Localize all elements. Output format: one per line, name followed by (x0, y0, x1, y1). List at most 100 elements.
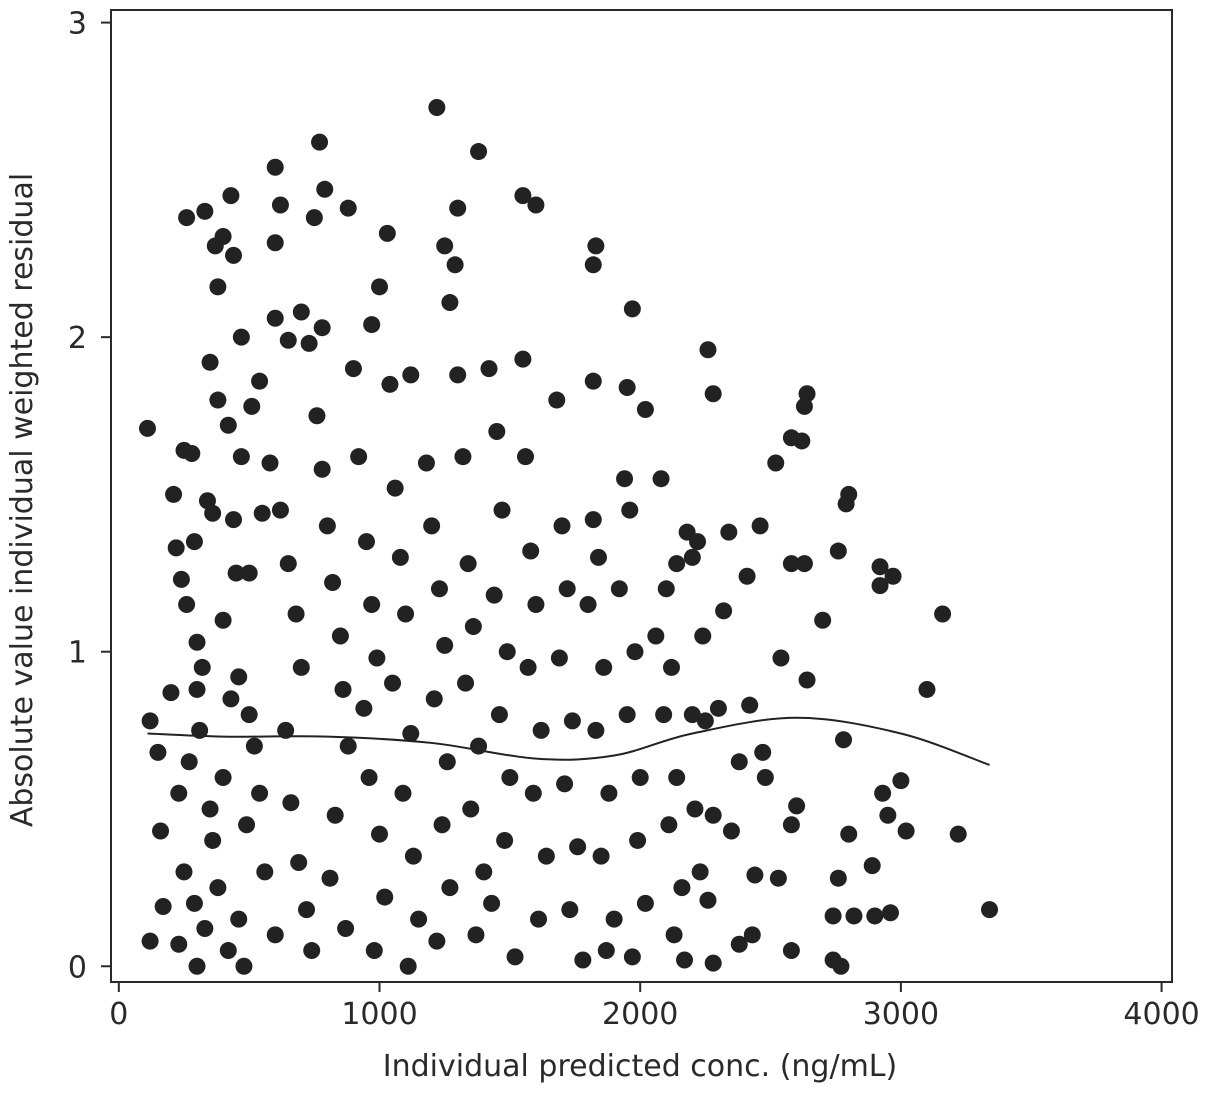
data-point (892, 772, 910, 790)
data-point (772, 649, 790, 667)
data-point (874, 784, 892, 802)
y-tick-label: 3 (68, 7, 87, 42)
data-point (384, 674, 402, 692)
x-tick-label: 1000 (341, 997, 417, 1032)
data-point (587, 237, 605, 255)
data-point (436, 237, 454, 255)
data-point (350, 448, 368, 466)
data-point (214, 611, 232, 629)
data-point (683, 706, 701, 724)
data-point (589, 548, 607, 566)
data-point (756, 769, 774, 787)
data-point (180, 753, 198, 771)
data-point (410, 910, 428, 928)
data-point (230, 668, 248, 686)
data-point (225, 246, 243, 264)
data-point (743, 926, 761, 944)
data-point (149, 743, 167, 761)
data-point (279, 555, 297, 573)
data-point (311, 133, 329, 151)
data-point (618, 378, 636, 396)
data-point (616, 470, 634, 488)
data-point (318, 517, 336, 535)
data-point (256, 863, 274, 881)
data-point (188, 680, 206, 698)
data-point (214, 769, 232, 787)
data-point (225, 511, 243, 529)
data-point (691, 863, 709, 881)
data-point (232, 328, 250, 346)
data-point (172, 570, 190, 588)
data-point (720, 523, 738, 541)
data-point (934, 605, 952, 623)
data-point (824, 907, 842, 925)
data-point (428, 99, 446, 117)
data-point (871, 577, 889, 595)
y-tick-label: 2 (68, 321, 87, 356)
data-point (339, 737, 357, 755)
data-point (668, 769, 686, 787)
data-point (245, 737, 263, 755)
data-point (514, 350, 532, 368)
data-point (344, 360, 362, 378)
data-point (313, 460, 331, 478)
data-point (402, 366, 420, 384)
data-point (240, 706, 258, 724)
data-point (334, 680, 352, 698)
data-point (527, 196, 545, 214)
data-point (587, 721, 605, 739)
data-point (386, 479, 404, 497)
data-point (219, 942, 237, 960)
data-point (981, 901, 999, 919)
data-point (866, 907, 884, 925)
data-point (840, 825, 858, 843)
data-point (193, 658, 211, 676)
data-point (371, 825, 389, 843)
data-point (490, 706, 508, 724)
data-point (391, 548, 409, 566)
data-point (378, 224, 396, 242)
data-point (722, 822, 740, 840)
data-point (292, 303, 310, 321)
data-point (897, 822, 915, 840)
data-point (662, 658, 680, 676)
data-point (704, 385, 722, 403)
data-point (188, 957, 206, 975)
data-point (746, 866, 764, 884)
x-tick-label: 3000 (863, 997, 939, 1032)
data-point (621, 501, 639, 519)
x-tick-label: 4000 (1123, 997, 1199, 1032)
data-point (618, 706, 636, 724)
data-point (782, 816, 800, 834)
data-point (292, 658, 310, 676)
data-point (738, 567, 756, 585)
data-point (209, 391, 227, 409)
y-tick-label: 0 (68, 950, 87, 985)
data-point (337, 920, 355, 938)
data-point (629, 831, 647, 849)
data-point (423, 517, 441, 535)
data-point (730, 935, 748, 953)
data-point (829, 869, 847, 887)
data-point (782, 555, 800, 573)
data-point (881, 904, 899, 922)
data-point (837, 495, 855, 513)
data-point (647, 627, 665, 645)
data-point (569, 838, 587, 856)
data-point (845, 907, 863, 925)
data-point (230, 910, 248, 928)
data-point (232, 448, 250, 466)
data-point (475, 863, 493, 881)
data-point (271, 501, 289, 519)
data-point (222, 187, 240, 205)
data-point (694, 627, 712, 645)
data-point (631, 769, 649, 787)
data-point (835, 731, 853, 749)
data-point (266, 926, 284, 944)
data-point (162, 684, 180, 702)
data-point (683, 548, 701, 566)
data-point (282, 794, 300, 812)
data-point (483, 894, 501, 912)
data-point (227, 564, 245, 582)
